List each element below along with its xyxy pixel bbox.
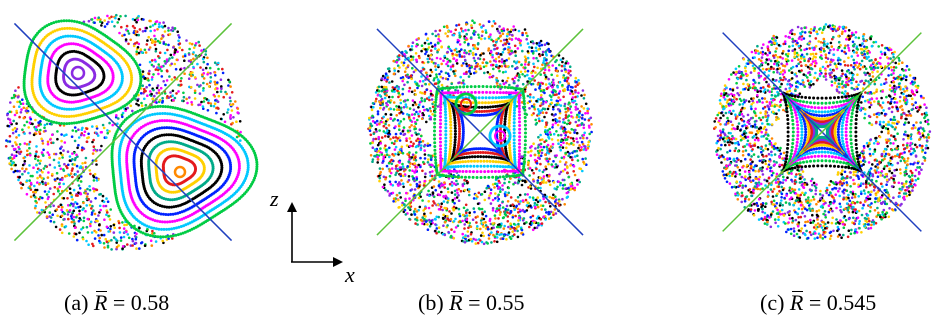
panel-c-section-plot xyxy=(713,23,932,240)
caption-panel-a: (a) R = 0.58 xyxy=(64,290,170,315)
z-arrowhead-icon xyxy=(287,202,297,212)
caption-panel-c: (c) R = 0.545 xyxy=(760,290,877,315)
caption-panel-b: (b) R = 0.55 xyxy=(418,290,525,315)
r-bar-symbol: R xyxy=(93,290,108,315)
diagonal-green xyxy=(722,32,922,232)
axes-indicator xyxy=(287,202,343,267)
r-bar-symbol: R xyxy=(789,290,804,315)
r-bar-symbol: R xyxy=(449,290,464,315)
x-axis-label: x xyxy=(345,262,355,287)
panel-b-section-plot xyxy=(367,19,593,246)
z-axis-label: z xyxy=(270,186,279,211)
diagonal-green xyxy=(13,22,233,242)
panel-a-section-plot xyxy=(4,13,259,251)
diagonal-green xyxy=(376,28,584,236)
x-arrowhead-icon xyxy=(333,257,343,267)
